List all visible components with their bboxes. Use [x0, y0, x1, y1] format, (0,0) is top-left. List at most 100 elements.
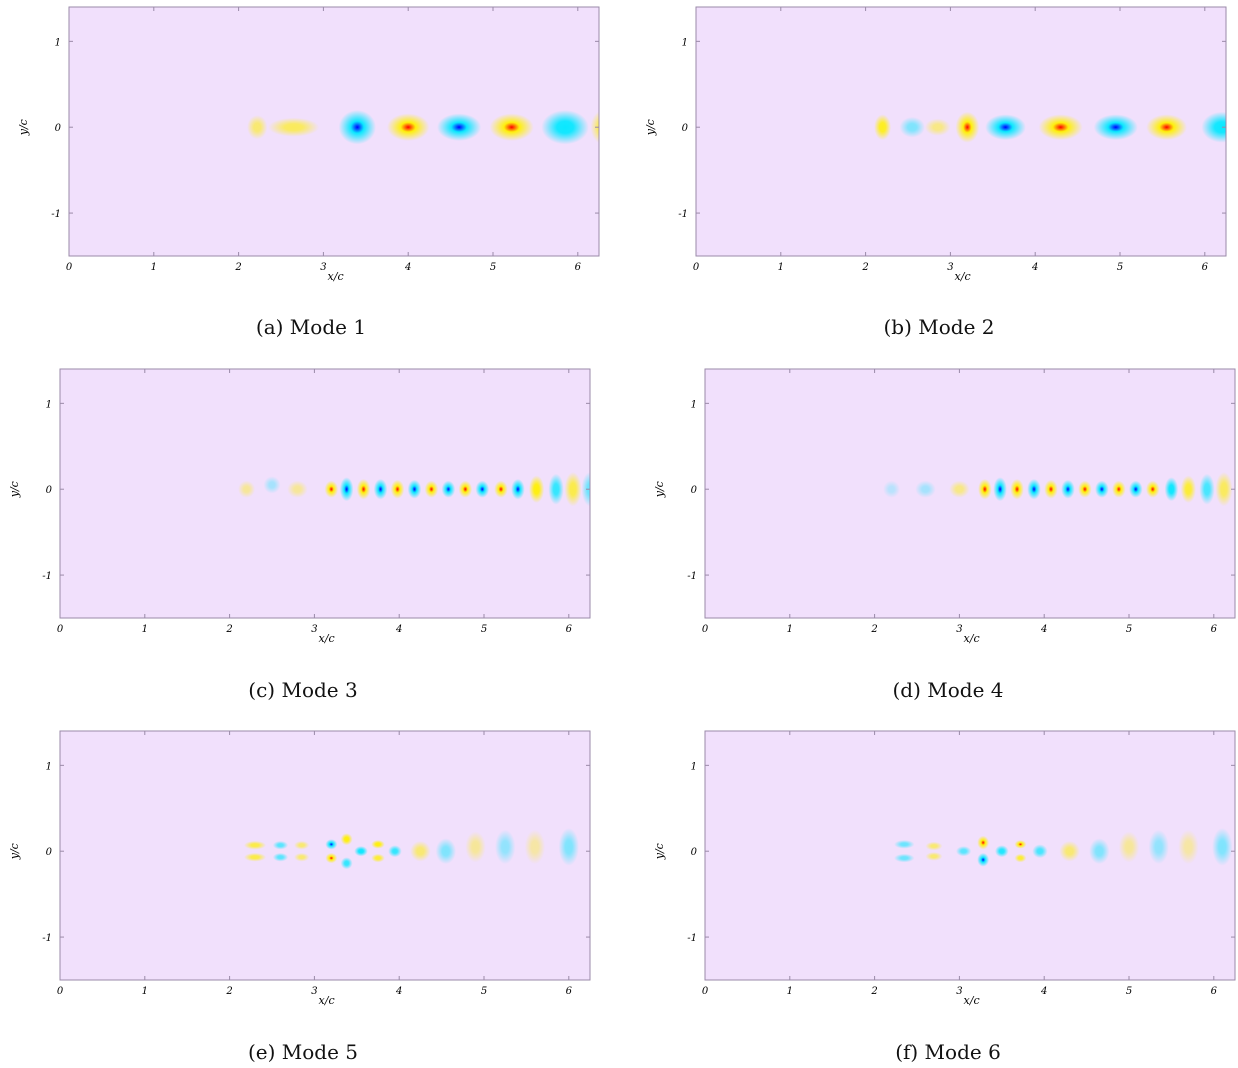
x-tick-label: 5 — [490, 262, 496, 273]
plot-frame — [68, 6, 600, 257]
negative-mode-cell — [1032, 844, 1048, 859]
positive-mode-cell — [1145, 480, 1160, 498]
plot-frame — [695, 6, 1227, 257]
x-tick-label: 2 — [225, 624, 232, 635]
plot-background — [705, 369, 1235, 618]
negative-mode-cell — [437, 113, 482, 141]
y-tick-label: 1 — [691, 399, 697, 410]
positive-mode-cell — [340, 833, 353, 846]
x-tick-label: 5 — [1117, 262, 1123, 273]
x-tick-label: 6 — [575, 262, 582, 273]
positive-mode-cell — [1044, 479, 1058, 499]
plot-background — [705, 731, 1235, 980]
subfigure-caption: (e) Mode 5 — [248, 1040, 358, 1064]
negative-mode-cell — [1129, 480, 1143, 498]
x-tick-label: 0 — [57, 624, 64, 635]
positive-mode-cell — [1178, 829, 1199, 865]
positive-mode-cell — [371, 853, 385, 863]
negative-mode-cell — [475, 480, 490, 498]
positive-mode-cell — [424, 480, 439, 498]
y-tick-label: -1 — [42, 571, 52, 582]
x-tick-label: 3 — [956, 986, 962, 997]
y-tick-label: -1 — [687, 571, 697, 582]
y-tick-label: 1 — [46, 761, 52, 772]
positive-mode-cell — [1118, 831, 1140, 863]
x-tick-label: 2 — [234, 262, 241, 273]
x-tick-label: 0 — [57, 986, 64, 997]
x-tick-label: 0 — [702, 624, 709, 635]
negative-mode-cell — [995, 845, 1009, 858]
plot-frame — [59, 368, 591, 619]
y-tick-label: -1 — [51, 209, 61, 220]
y-axis-label: y/c — [653, 481, 666, 498]
x-tick-label: 1 — [787, 624, 793, 635]
positive-mode-cell — [1038, 114, 1083, 141]
positive-mode-cell — [325, 852, 338, 864]
negative-mode-cell — [894, 853, 915, 863]
negative-mode-cell — [899, 116, 925, 138]
y-axis-label: y/c — [8, 481, 21, 498]
x-tick-label: 6 — [566, 624, 573, 635]
plot-frame — [59, 730, 591, 981]
y-axis-label: y/c — [644, 119, 657, 136]
y-tick-label: 0 — [691, 485, 698, 496]
negative-mode-cell — [993, 477, 1007, 502]
x-tick-label: 2 — [870, 986, 877, 997]
positive-mode-cell — [268, 117, 320, 137]
x-tick-label: 6 — [1202, 262, 1209, 273]
positive-mode-cell — [238, 480, 256, 498]
x-tick-label: 3 — [947, 262, 953, 273]
positive-mode-cell — [1059, 840, 1080, 862]
positive-mode-cell — [287, 480, 308, 498]
x-tick-label: 1 — [787, 986, 793, 997]
negative-mode-cell — [1089, 838, 1110, 865]
positive-mode-cell — [590, 111, 599, 144]
panel-1: 0 1 2 3 4 5 6 1 0 -1 x/c y/c (a) Mode 1 — [17, 6, 600, 339]
negative-mode-cell — [1095, 480, 1109, 498]
subfigure-caption: (b) Mode 2 — [883, 315, 994, 339]
y-tick-label: -1 — [687, 933, 697, 944]
x-tick-label: 4 — [1040, 624, 1047, 635]
negative-mode-cell — [581, 472, 590, 507]
subfigure-caption: (c) Mode 3 — [248, 678, 357, 702]
y-tick-label: 0 — [691, 847, 698, 858]
x-tick-label: 4 — [395, 986, 402, 997]
negative-mode-cell — [339, 477, 354, 502]
positive-mode-cell — [294, 840, 310, 850]
x-tick-label: 2 — [225, 986, 232, 997]
negative-mode-cell — [272, 852, 289, 862]
negative-mode-cell — [1201, 111, 1226, 143]
y-tick-label: 1 — [682, 37, 688, 48]
positive-mode-cell — [1146, 114, 1187, 141]
x-tick-label: 3 — [311, 986, 317, 997]
negative-mode-cell — [354, 846, 368, 857]
positive-mode-cell — [489, 113, 534, 141]
panel-2: 0 1 2 3 4 5 6 1 0 -1 x/c y/c (b) Mode 2 — [644, 6, 1227, 339]
x-tick-label: 4 — [395, 624, 402, 635]
x-tick-label: 1 — [142, 624, 148, 635]
positive-mode-cell — [978, 478, 992, 500]
x-tick-label: 6 — [1211, 624, 1218, 635]
plot-frame — [704, 730, 1236, 981]
x-axis-label: x/c — [328, 270, 344, 283]
x-tick-label: 6 — [1211, 986, 1218, 997]
subfigure-caption: (a) Mode 1 — [256, 315, 366, 339]
negative-mode-cell — [435, 838, 457, 865]
y-axis-label: y/c — [17, 119, 30, 136]
negative-mode-cell — [511, 478, 525, 500]
y-axis-label: y/c — [8, 843, 21, 860]
positive-mode-cell — [977, 835, 990, 850]
positive-mode-cell — [1215, 472, 1233, 507]
x-axis-label: x/c — [964, 994, 980, 1007]
negative-mode-cell — [263, 476, 281, 494]
positive-mode-cell — [924, 118, 951, 136]
x-tick-label: 5 — [481, 986, 487, 997]
negative-mode-cell — [407, 479, 422, 499]
x-tick-label: 4 — [404, 262, 411, 273]
positive-mode-cell — [925, 841, 943, 851]
heatmap-field — [883, 472, 1233, 507]
x-tick-label: 3 — [320, 262, 326, 273]
negative-mode-cell — [894, 840, 915, 849]
x-axis-label: x/c — [964, 632, 980, 645]
